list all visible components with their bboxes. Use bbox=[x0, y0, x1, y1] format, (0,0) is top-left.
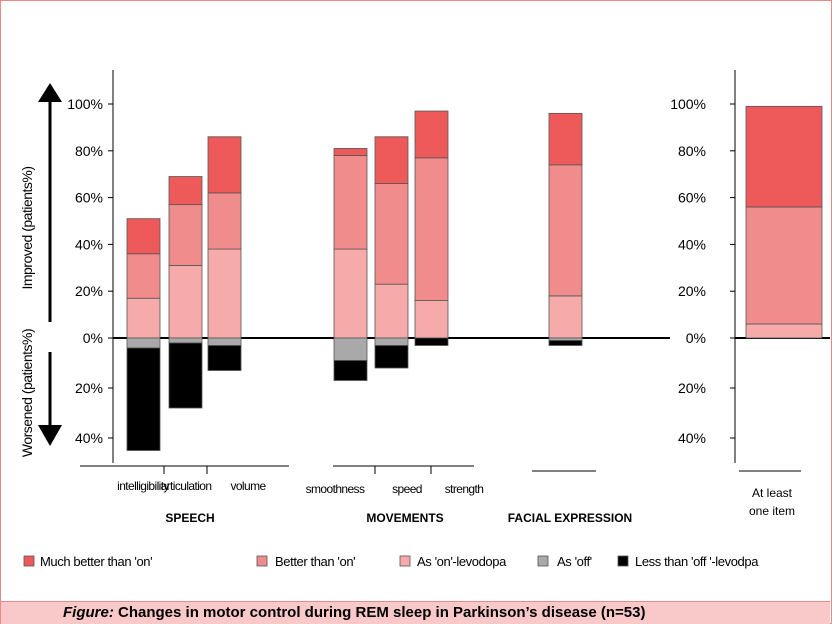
y-tick-label: 20% bbox=[75, 283, 103, 299]
category-bar-better bbox=[207, 192, 242, 250]
category-bar-less-than-off bbox=[168, 342, 203, 409]
group-label-speech: SPEECH bbox=[165, 511, 214, 525]
category-bar-much-better bbox=[548, 112, 583, 166]
category-bar-better bbox=[168, 204, 203, 266]
legend-label-as-off: As 'off' bbox=[557, 554, 592, 569]
y-label-worsened: Worsened (patients%) bbox=[19, 329, 35, 457]
category-bar-as-off bbox=[207, 337, 242, 346]
legend-label-as-on: As 'on'-levodopa bbox=[417, 554, 507, 569]
legend-label-better: Better than 'on' bbox=[275, 554, 355, 569]
legend-swatch-much-better bbox=[23, 555, 35, 567]
category-bar-as-on bbox=[126, 297, 161, 339]
category-bar-as-off bbox=[168, 337, 203, 344]
category-bar-much-better bbox=[374, 136, 409, 184]
category-bar-as-on bbox=[414, 300, 449, 339]
summary-y-tick-label: 80% bbox=[678, 143, 706, 159]
y-tick-label: 20% bbox=[75, 380, 103, 396]
caption-bar: Figure: Changes in motor control during … bbox=[1, 601, 830, 624]
summary-y-tick-label: 20% bbox=[678, 283, 706, 299]
summary-bar-better bbox=[745, 206, 823, 325]
category-bar-better bbox=[374, 183, 409, 285]
category-bar-much-better bbox=[126, 218, 161, 255]
category-bar-much-better bbox=[333, 148, 368, 156]
summary-bar-much-better bbox=[745, 105, 823, 208]
x-label-smoothness: smoothness bbox=[306, 482, 365, 496]
y-tick-label: 0% bbox=[83, 330, 103, 346]
category-bar-less-than-off bbox=[126, 347, 161, 451]
category-bar-much-better bbox=[168, 176, 203, 206]
caption-prefix: Figure: bbox=[63, 604, 114, 621]
legend-swatch-as-on bbox=[399, 555, 411, 567]
x-label-volume: volume bbox=[230, 479, 266, 493]
summary-y-tick-label: 0% bbox=[686, 330, 706, 346]
summary-label-line1: At least bbox=[752, 486, 793, 500]
category-bar-as-on bbox=[168, 265, 203, 339]
y-label-improved: Improved (patients%) bbox=[19, 166, 35, 289]
category-bar-as-on bbox=[548, 295, 583, 339]
group-label-facial-expression: FACIAL EXPRESSION bbox=[508, 511, 632, 525]
y-tick-label: 100% bbox=[67, 96, 103, 112]
category-bar-much-better bbox=[207, 136, 242, 194]
x-label-strength: strength bbox=[445, 482, 484, 496]
category-bar-as-on bbox=[374, 283, 409, 339]
category-bar-less-than-off bbox=[207, 345, 242, 371]
down-arrow-head bbox=[38, 425, 62, 446]
category-bar-better bbox=[548, 164, 583, 297]
category-bar-less-than-off bbox=[374, 345, 409, 369]
legend-label-less-than-off: Less than 'off '-levodpa bbox=[635, 554, 759, 569]
summary-y-tick-label: 20% bbox=[678, 380, 706, 396]
category-bar-as-on bbox=[207, 248, 242, 339]
summary-y-tick-label: 100% bbox=[670, 96, 706, 112]
category-bar-much-better bbox=[414, 110, 449, 159]
summary-y-tick-label: 40% bbox=[678, 236, 706, 252]
category-bar-as-off bbox=[126, 337, 161, 349]
category-bar-less-than-off bbox=[548, 340, 583, 346]
up-arrow-head bbox=[38, 83, 62, 102]
category-bar-as-off bbox=[333, 337, 368, 361]
category-bar-better bbox=[126, 253, 161, 299]
x-label-speed: speed bbox=[392, 482, 422, 496]
category-bar-better bbox=[414, 157, 449, 301]
group-label-movements: MOVEMENTS bbox=[366, 511, 443, 525]
summary-y-tick-label: 40% bbox=[678, 430, 706, 446]
figure-caption: Figure: Changes in motor control during … bbox=[63, 604, 645, 621]
legend-label-much-better: Much better than 'on' bbox=[40, 554, 152, 569]
y-tick-label: 40% bbox=[75, 236, 103, 252]
summary-label-line2: one item bbox=[749, 504, 795, 518]
x-label-articulation: articulation bbox=[161, 479, 212, 493]
legend-swatch-less-than-off bbox=[617, 555, 629, 567]
caption-text: Changes in motor control during REM slee… bbox=[113, 604, 646, 621]
y-tick-label: 80% bbox=[75, 143, 103, 159]
category-bar-less-than-off bbox=[414, 337, 449, 346]
y-tick-label: 40% bbox=[75, 430, 103, 446]
summary-bar-as-on bbox=[745, 323, 823, 339]
summary-y-tick-label: 60% bbox=[678, 190, 706, 206]
category-bar-as-on bbox=[333, 248, 368, 339]
x-label-intelligibility: intelligibility bbox=[117, 479, 169, 493]
category-bar-less-than-off bbox=[333, 360, 368, 381]
y-tick-label: 60% bbox=[75, 190, 103, 206]
category-bar-as-off bbox=[374, 337, 409, 346]
legend-swatch-better bbox=[256, 555, 268, 567]
legend-swatch-as-off bbox=[537, 555, 549, 567]
category-bar-better bbox=[333, 155, 368, 250]
